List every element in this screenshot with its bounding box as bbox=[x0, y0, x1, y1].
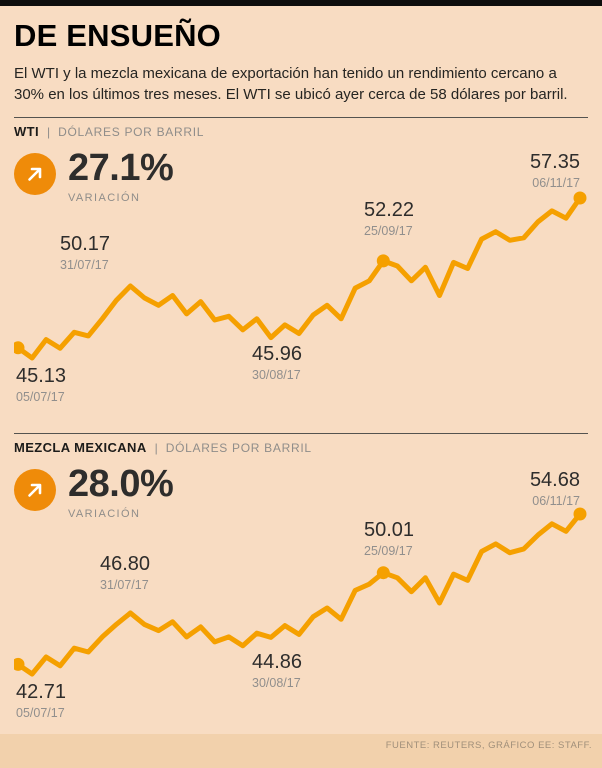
point-date: 25/09/17 bbox=[364, 224, 413, 239]
point-label-start: 42.71 05/07/17 bbox=[16, 681, 66, 720]
content: DE ENSUEÑO El WTI y la mezcla mexicana d… bbox=[0, 6, 602, 731]
point-value: 45.13 bbox=[16, 365, 67, 388]
point-date: 06/11/17 bbox=[532, 494, 580, 509]
point-date: 30/08/17 bbox=[252, 676, 301, 691]
point-label-july-peak: 46.80 31/07/17 bbox=[100, 553, 150, 592]
variation-value: 27.1% bbox=[68, 147, 174, 190]
point-date: 31/07/17 bbox=[60, 258, 109, 273]
variation-block: 27.1% VARIACIÓN bbox=[68, 147, 174, 205]
point-label-september-peak: 52.22 25/09/17 bbox=[364, 199, 414, 238]
variation-value: 28.0% bbox=[68, 463, 174, 506]
variation-label: VARIACIÓN bbox=[68, 192, 141, 205]
up-right-arrow-icon bbox=[14, 153, 56, 196]
point-label-august-low: 45.96 30/08/17 bbox=[252, 343, 302, 382]
variation-block: 28.0% VARIACIÓN bbox=[68, 463, 174, 521]
point-date: 31/07/17 bbox=[100, 578, 149, 593]
page-title: DE ENSUEÑO bbox=[14, 18, 221, 53]
section-header-mezcla: MEZCLA MEXICANA | DÓLARES POR BARRIL bbox=[14, 433, 588, 455]
source-credit: FUENTE: REUTERS, GRÁFICO EE: STAFF. bbox=[385, 740, 592, 751]
point-date: 05/07/17 bbox=[16, 706, 65, 721]
point-value: 50.01 bbox=[364, 519, 415, 542]
point-label-july-peak: 50.17 31/07/17 bbox=[60, 233, 110, 272]
variation-badge-wti: 27.1% VARIACIÓN bbox=[14, 147, 174, 205]
point-value: 45.96 bbox=[252, 343, 303, 366]
variation-label: VARIACIÓN bbox=[68, 508, 141, 521]
section-title: WTI bbox=[14, 124, 40, 140]
point-label-latest: 54.68 06/11/17 bbox=[530, 469, 580, 508]
intro-text: El WTI y la mezcla mexicana de exportaci… bbox=[14, 65, 568, 103]
point-value: 52.22 bbox=[364, 199, 415, 222]
point-value: 46.80 bbox=[100, 553, 151, 576]
point-value: 42.71 bbox=[16, 681, 67, 704]
section-separator: | bbox=[154, 441, 158, 456]
footer: FUENTE: REUTERS, GRÁFICO EE: STAFF. bbox=[0, 734, 602, 768]
wti-line-chart bbox=[14, 191, 587, 361]
point-label-september-peak: 50.01 25/09/17 bbox=[364, 519, 414, 558]
point-value: 54.68 bbox=[529, 469, 580, 492]
section-title: MEZCLA MEXICANA bbox=[14, 440, 147, 456]
point-value: 50.17 bbox=[60, 233, 111, 256]
point-label-start: 45.13 05/07/17 bbox=[16, 365, 66, 404]
section-unit: DÓLARES POR BARRIL bbox=[165, 441, 312, 456]
variation-badge-mezcla: 28.0% VARIACIÓN bbox=[14, 463, 174, 521]
mezcla-line-chart bbox=[14, 507, 587, 677]
point-date: 30/08/17 bbox=[252, 368, 301, 383]
chart-mezcla: 28.0% VARIACIÓN 42.71 05/07/17 46.80 31/… bbox=[14, 459, 588, 731]
chart-wti: 27.1% VARIACIÓN 45.13 05/07/17 50.17 31/… bbox=[14, 143, 588, 415]
point-date: 06/11/17 bbox=[532, 176, 580, 191]
top-border bbox=[0, 0, 602, 6]
up-right-arrow-icon bbox=[14, 469, 56, 512]
point-date: 25/09/17 bbox=[364, 544, 413, 559]
point-label-august-low: 44.86 30/08/17 bbox=[252, 651, 302, 690]
point-date: 05/07/17 bbox=[16, 390, 65, 405]
section-unit: DÓLARES POR BARRIL bbox=[58, 125, 205, 140]
section-separator: | bbox=[47, 125, 51, 140]
point-value: 57.35 bbox=[529, 151, 580, 174]
point-label-latest: 57.35 06/11/17 bbox=[530, 151, 580, 190]
section-header-wti: WTI | DÓLARES POR BARRIL bbox=[14, 117, 588, 139]
point-value: 44.86 bbox=[252, 651, 303, 674]
